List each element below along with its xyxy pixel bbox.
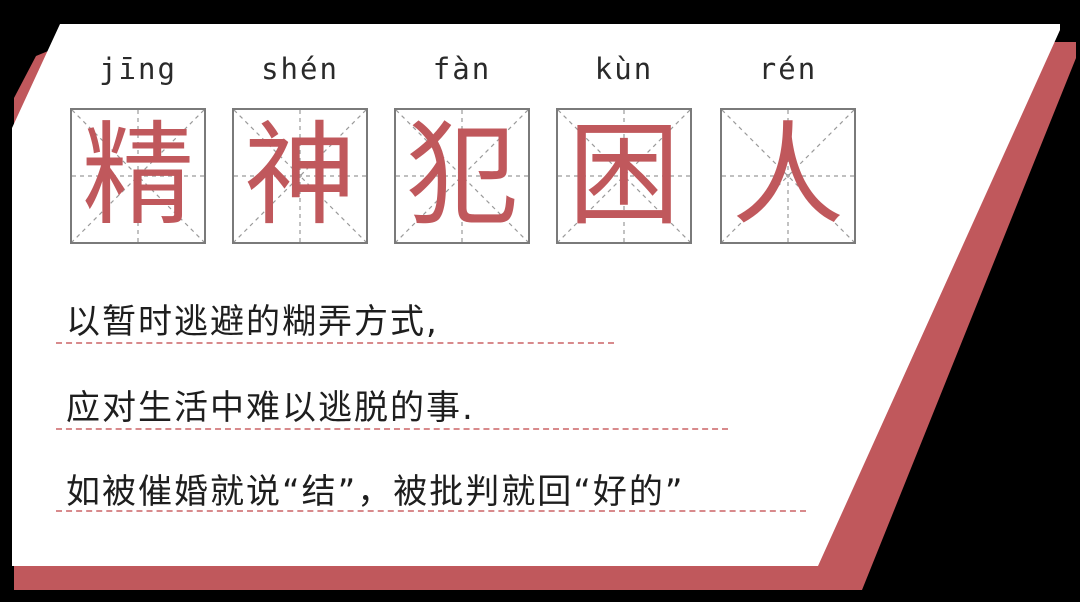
pinyin-4: kùn	[594, 52, 654, 86]
definition-underline-1	[56, 342, 614, 344]
char-box-2: 神	[232, 108, 368, 244]
definition-line-1: 以暂时逃避的糊弄方式,	[66, 302, 439, 342]
definition-line-2: 应对生活中难以逃脱的事.	[66, 388, 475, 428]
grid-guides	[72, 110, 204, 242]
grid-guides	[558, 110, 690, 242]
title-char-2: 神	[244, 111, 356, 241]
title-char-3: 犯	[406, 111, 518, 241]
pinyin-5: rén	[758, 52, 818, 86]
char-box-4: 困	[556, 108, 692, 244]
title-char-1: 精	[82, 111, 194, 241]
char-box-1: 精	[70, 108, 206, 244]
char-box-5: 人	[720, 108, 856, 244]
grid-guides	[396, 110, 528, 242]
char-box-3: 犯	[394, 108, 530, 244]
title-char-5: 人	[732, 111, 844, 241]
title-char-4: 困	[568, 111, 680, 241]
definition-underline-2	[56, 428, 728, 430]
pinyin-2: shén	[261, 52, 339, 86]
definition-line-3: 如被催婚就说“结”，被批判就回“好的”	[66, 472, 685, 512]
grid-guides	[722, 110, 854, 242]
definition-underline-3	[56, 510, 806, 512]
pinyin-3: fàn	[432, 52, 492, 86]
pinyin-1: jīng	[99, 52, 177, 86]
grid-guides	[234, 110, 366, 242]
